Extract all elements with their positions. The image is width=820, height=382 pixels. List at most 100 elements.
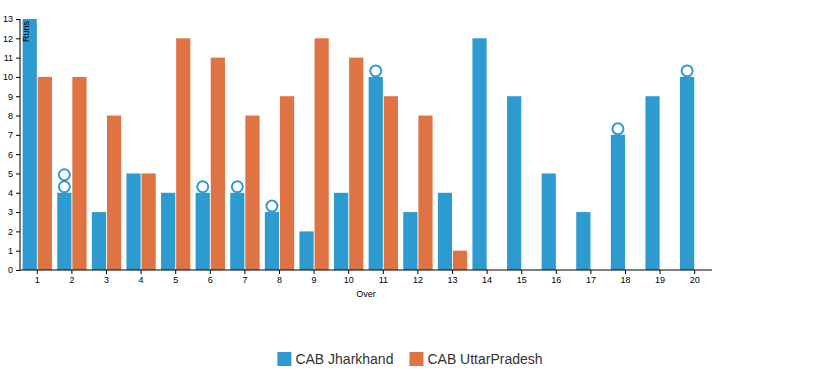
y-tick: 1 — [8, 246, 20, 256]
y-tick: 9 — [8, 92, 20, 102]
x-tick-mark — [452, 270, 453, 274]
x-tick: 12 — [413, 270, 423, 285]
bar — [453, 251, 467, 270]
x-tick: 4 — [139, 270, 144, 285]
bar — [438, 193, 452, 270]
x-tick: 1 — [35, 270, 40, 285]
x-tick: 14 — [482, 270, 492, 285]
series — [38, 38, 467, 270]
bar — [23, 19, 37, 270]
y-tick-mark — [16, 116, 20, 117]
y-tick-label: 7 — [8, 130, 13, 140]
x-tick: 17 — [586, 270, 596, 285]
x-tick-label: 20 — [690, 275, 700, 285]
bar — [107, 116, 121, 270]
x-tick: 13 — [447, 270, 457, 285]
x-tick-label: 2 — [69, 275, 74, 285]
x-tick-mark — [521, 270, 522, 274]
x-tick: 6 — [208, 270, 213, 285]
x-tick: 18 — [620, 270, 630, 285]
x-tick-mark — [141, 270, 142, 274]
y-tick: 2 — [8, 227, 20, 237]
bar — [576, 212, 590, 270]
x-tick: 11 — [379, 270, 388, 285]
y-tick-mark — [16, 154, 20, 155]
x-tick-mark — [660, 270, 661, 274]
y-tick-mark — [16, 231, 20, 232]
legend-swatch — [409, 352, 423, 366]
y-tick-label: 2 — [8, 227, 13, 237]
y-tick: 11 — [4, 53, 20, 63]
legend-swatch — [277, 352, 291, 366]
y-tick-mark — [16, 38, 20, 39]
x-tick: 2 — [69, 270, 74, 285]
bar — [38, 77, 52, 270]
y-tick: 6 — [8, 150, 20, 160]
y-tick-label: 3 — [8, 207, 13, 217]
bar — [680, 77, 694, 270]
y-tick-mark — [16, 77, 20, 78]
y-tick: 3 — [8, 207, 20, 217]
bar — [645, 96, 659, 270]
legend: CAB JharkhandCAB UttarPradesh — [277, 351, 542, 367]
y-tick-mark — [16, 212, 20, 213]
wicket-marker — [232, 181, 243, 192]
x-tick-label: 10 — [344, 275, 354, 285]
bar — [245, 116, 259, 270]
x-tick-label: 12 — [413, 275, 423, 285]
x-tick-mark — [37, 270, 38, 274]
y-tick-label: 10 — [3, 72, 13, 82]
x-tick: 10 — [344, 270, 354, 285]
y-tick-label: 8 — [8, 111, 13, 121]
y-tick-label: 1 — [8, 246, 13, 256]
x-tick-label: 4 — [139, 275, 144, 285]
x-axis-title: Over — [356, 289, 376, 299]
y-tick-label: 9 — [8, 92, 13, 102]
x-tick-mark — [244, 270, 245, 274]
y-tick: 0 — [8, 265, 20, 275]
bar — [126, 173, 140, 270]
bar — [349, 58, 363, 270]
x-tick-label: 3 — [104, 275, 109, 285]
y-tick-mark — [16, 135, 20, 136]
x-tick-mark — [348, 270, 349, 274]
x-tick-mark — [694, 270, 695, 274]
y-tick-label: 13 — [3, 14, 13, 24]
chart: 1234567891011121314151617181920012345678… — [0, 0, 820, 382]
x-tick-label: 6 — [208, 275, 213, 285]
bar — [418, 116, 432, 270]
x-axis-line — [20, 270, 712, 271]
wicket-marker — [370, 65, 381, 76]
y-axis-title: Runs — [21, 21, 31, 43]
x-tick-label: 16 — [551, 275, 561, 285]
bar — [611, 135, 625, 270]
bar — [92, 212, 106, 270]
x-axis: 1234567891011121314151617181920 — [20, 270, 712, 285]
x-tick: 5 — [173, 270, 178, 285]
bar — [299, 231, 313, 270]
y-tick-label: 11 — [4, 53, 13, 63]
wicket-marker — [266, 201, 277, 212]
x-tick-mark — [71, 270, 72, 274]
wickets — [59, 65, 693, 211]
y-tick-label: 6 — [8, 150, 13, 160]
bar — [211, 58, 225, 270]
y-tick-mark — [16, 173, 20, 174]
x-tick-label: 19 — [655, 275, 665, 285]
y-tick: 7 — [8, 130, 20, 140]
legend-item: CAB Jharkhand — [277, 351, 393, 367]
x-tick: 7 — [242, 270, 247, 285]
y-tick: 12 — [3, 34, 20, 44]
x-tick-label: 18 — [620, 275, 630, 285]
series — [23, 19, 695, 270]
y-tick-label: 0 — [8, 265, 13, 275]
bar — [334, 193, 348, 270]
legend-label: CAB Jharkhand — [295, 351, 393, 367]
bar — [384, 96, 398, 270]
x-tick: 15 — [517, 270, 527, 285]
bar — [280, 96, 294, 270]
plot-area — [23, 19, 695, 270]
y-tick-label: 12 — [3, 34, 13, 44]
bar — [472, 38, 486, 270]
y-tick-mark — [16, 19, 20, 20]
